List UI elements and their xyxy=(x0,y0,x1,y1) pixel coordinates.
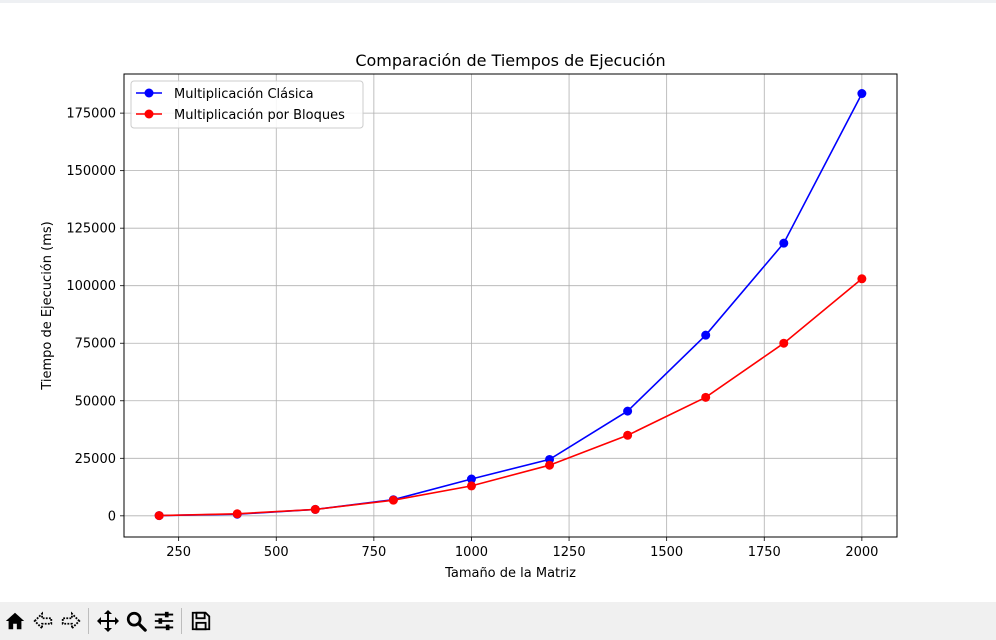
data-point-classic xyxy=(466,474,476,484)
data-point-classic xyxy=(779,238,789,248)
y-tick-label: 150000 xyxy=(66,164,116,179)
home-button[interactable] xyxy=(2,608,28,634)
data-point-blocks xyxy=(466,481,476,491)
toolbar-separator xyxy=(88,608,89,634)
legend-marker-classic xyxy=(144,88,154,98)
zoom-magnifier-icon xyxy=(126,611,147,632)
save-button[interactable] xyxy=(188,608,214,634)
legend-box xyxy=(130,80,364,129)
x-tick-label: 750 xyxy=(361,545,386,560)
y-tick-label: 25000 xyxy=(75,452,116,467)
configure-subplots-button[interactable] xyxy=(151,608,177,634)
x-axis-label: Tamaño de la Matriz xyxy=(444,566,576,581)
window-top-strip xyxy=(0,0,996,3)
legend-label-classic: Multiplicación Clásica xyxy=(174,87,314,102)
x-tick-label: 500 xyxy=(264,545,289,560)
x-tick-label: 1500 xyxy=(650,545,683,560)
data-point-blocks xyxy=(779,338,789,348)
y-tick-label: 175000 xyxy=(66,107,116,122)
legend-label-blocks: Multiplicación por Bloques xyxy=(174,108,345,123)
pan-button[interactable] xyxy=(95,608,121,634)
data-point-blocks xyxy=(545,460,555,470)
back-arrow-icon xyxy=(33,611,53,631)
y-tick-label: 100000 xyxy=(66,279,116,294)
data-point-blocks xyxy=(623,430,633,440)
save-floppy-icon xyxy=(191,611,211,631)
y-tick-label: 75000 xyxy=(75,337,116,352)
data-point-classic xyxy=(857,89,867,99)
axes-frame xyxy=(123,73,898,538)
data-point-classic xyxy=(701,330,711,340)
chart-title: Comparación de Tiempos de Ejecución xyxy=(355,51,665,70)
home-icon xyxy=(5,612,25,630)
forward-arrow-icon xyxy=(61,611,81,631)
x-tick-label: 1250 xyxy=(553,545,586,560)
legend-marker-blocks xyxy=(144,109,154,119)
data-point-blocks xyxy=(388,495,398,505)
data-point-classic xyxy=(623,406,633,416)
navigation-toolbar xyxy=(0,602,996,640)
x-tick-label: 1750 xyxy=(748,545,781,560)
y-tick-label: 0 xyxy=(108,509,116,524)
data-point-blocks xyxy=(857,274,867,284)
data-point-blocks xyxy=(310,504,320,514)
data-point-blocks xyxy=(701,392,711,402)
forward-button[interactable] xyxy=(58,608,84,634)
toolbar-separator xyxy=(181,608,182,634)
data-series xyxy=(154,89,867,521)
y-tick-label: 125000 xyxy=(66,222,116,237)
configure-subplots-icon xyxy=(154,611,174,631)
x-tick-label: 1000 xyxy=(455,545,488,560)
plot-area xyxy=(124,74,897,537)
figure-canvas: 250 500 750 1000 1250 1500 1750 2000 0 25000 50000… xyxy=(40,51,898,581)
x-tick-label: 250 xyxy=(166,545,191,560)
data-point-blocks xyxy=(154,511,164,521)
x-tick-label: 2000 xyxy=(845,545,878,560)
zoom-button[interactable] xyxy=(123,608,149,634)
legend: Multiplicación Clásica Multiplicación po… xyxy=(130,80,364,129)
back-button[interactable] xyxy=(30,608,56,634)
pan-move-icon xyxy=(97,610,119,632)
y-tick-label: 50000 xyxy=(75,394,116,409)
data-point-blocks xyxy=(232,509,242,519)
y-axis-label: Tiempo de Ejecución (ms) xyxy=(40,221,55,390)
axis-ticks: 250 500 750 1000 1250 1500 1750 2000 0 25000 50000… xyxy=(66,107,878,560)
series-line-blocks xyxy=(159,278,863,517)
grid-lines xyxy=(124,74,897,537)
